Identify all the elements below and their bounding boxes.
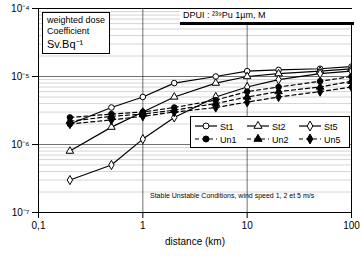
html-text:Coefficient: Coefficient xyxy=(47,26,90,36)
html-text:weighted dose: weighted dose xyxy=(47,15,105,25)
svg-text:10⁻⁶: 10⁻⁶ xyxy=(11,139,29,150)
svg-text:10: 10 xyxy=(242,220,254,231)
svg-text:Un5: Un5 xyxy=(324,135,341,145)
svg-text:St1: St1 xyxy=(220,122,234,132)
svg-text:10⁻⁴: 10⁻⁴ xyxy=(11,3,29,14)
svg-text:St5: St5 xyxy=(324,122,338,132)
html-text:DPUI : ²³⁹Pu 1µm, M: DPUI : ²³⁹Pu 1µm, M xyxy=(183,10,266,20)
svg-text:100: 100 xyxy=(343,220,360,231)
svg-text:distance (km): distance (km) xyxy=(165,236,225,247)
svg-text:Un1: Un1 xyxy=(220,135,237,145)
svg-text:0,1: 0,1 xyxy=(32,220,46,231)
svg-text:Un2: Un2 xyxy=(272,135,289,145)
svg-text:10⁻⁵: 10⁻⁵ xyxy=(11,71,29,82)
svg-text:10⁻⁷: 10⁻⁷ xyxy=(12,207,30,218)
html-text:Sv.Bq⁻¹: Sv.Bq⁻¹ xyxy=(47,38,84,50)
html-text:Stable Unstable Conditions, wi: Stable Unstable Conditions, wind speed 1… xyxy=(150,192,315,199)
svg-text:St2: St2 xyxy=(272,122,286,132)
svg-text:1: 1 xyxy=(140,220,146,231)
